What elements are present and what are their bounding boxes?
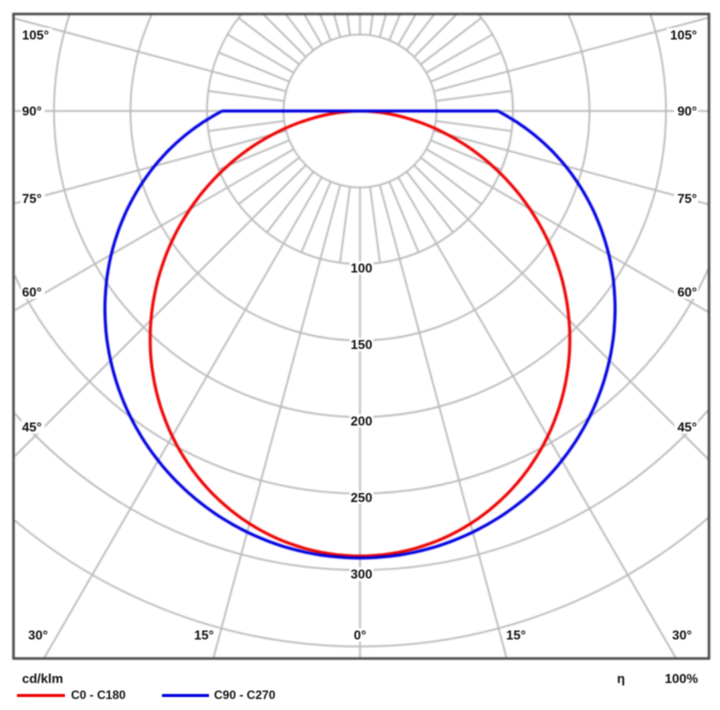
svg-text:100%: 100% <box>665 671 699 686</box>
svg-text:30°: 30° <box>672 628 692 643</box>
svg-text:150: 150 <box>351 337 373 352</box>
svg-text:75°: 75° <box>22 191 42 206</box>
svg-text:100: 100 <box>351 261 373 276</box>
svg-text:cd/klm: cd/klm <box>22 671 63 686</box>
svg-text:15°: 15° <box>506 628 526 643</box>
svg-text:C90 - C270: C90 - C270 <box>214 688 276 702</box>
svg-text:30°: 30° <box>28 628 48 643</box>
svg-text:300: 300 <box>351 567 373 582</box>
svg-text:200: 200 <box>351 414 373 429</box>
svg-text:90°: 90° <box>677 104 697 119</box>
svg-text:0°: 0° <box>354 628 366 643</box>
svg-text:75°: 75° <box>677 191 697 206</box>
svg-text:60°: 60° <box>677 285 697 300</box>
svg-text:C0 - C180: C0 - C180 <box>71 688 126 702</box>
svg-text:15°: 15° <box>194 628 214 643</box>
svg-text:45°: 45° <box>677 420 697 435</box>
svg-text:250: 250 <box>351 490 373 505</box>
svg-text:η: η <box>617 671 625 686</box>
svg-text:105°: 105° <box>22 28 49 43</box>
svg-text:60°: 60° <box>22 285 42 300</box>
svg-text:45°: 45° <box>22 420 42 435</box>
svg-text:90°: 90° <box>22 104 42 119</box>
svg-text:105°: 105° <box>670 28 697 43</box>
